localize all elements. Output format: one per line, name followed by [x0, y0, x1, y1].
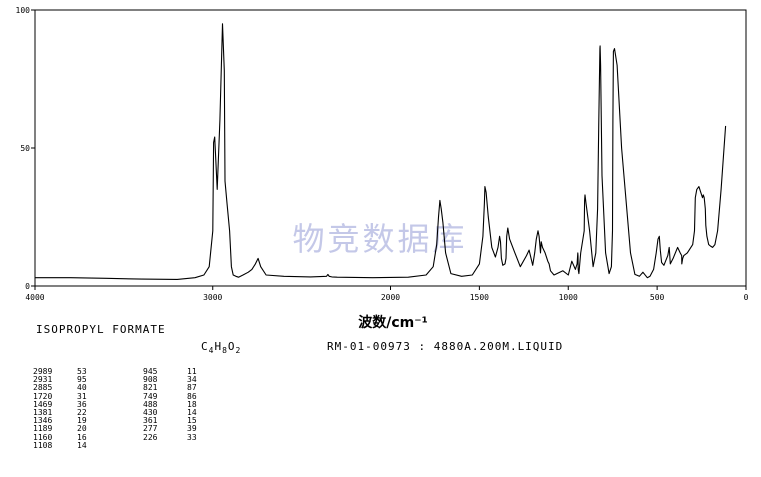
- peak-wavenumber: 908: [143, 375, 158, 385]
- peak-wavenumber: 1381: [33, 407, 53, 417]
- peak-transmittance: 19: [77, 416, 87, 426]
- formula-c: C: [201, 340, 209, 353]
- peak-transmittance: 40: [77, 383, 87, 393]
- x-tick-label: 500: [650, 293, 665, 302]
- x-axis-label: 波数/cm⁻¹: [358, 314, 428, 331]
- peak-wavenumber: 749: [143, 391, 158, 401]
- peak-row: 2989 53 945 11: [33, 367, 207, 376]
- peak-transmittance: 11: [187, 367, 197, 376]
- y-tick-label: 100: [16, 6, 31, 15]
- peak-wavenumber: 277: [143, 424, 158, 434]
- peak-wavenumber: 361: [143, 416, 158, 426]
- y-tick-label: 50: [20, 144, 30, 153]
- peak-transmittance: 86: [187, 391, 197, 401]
- peak-transmittance: 20: [77, 424, 87, 434]
- peak-wavenumber: 821: [143, 383, 158, 393]
- peak-transmittance: 14: [77, 440, 87, 450]
- peak-transmittance: 36: [77, 399, 87, 409]
- peak-wavenumber: 430: [143, 407, 158, 417]
- x-tick-label: 2000: [381, 293, 400, 302]
- peak-wavenumber: 1720: [33, 391, 53, 401]
- peak-table: 2989 53 945 11 2931 95 908 34 2885 40 821 87 1720 31 7…: [33, 367, 207, 450]
- peak-transmittance: 95: [77, 375, 87, 385]
- x-tick-label: 1000: [559, 293, 578, 302]
- peak-wavenumber: 1108: [33, 440, 53, 450]
- peak-transmittance: 53: [77, 367, 87, 376]
- peak-row: 1720 31 749 86: [33, 391, 207, 401]
- peak-row: 2931 95 908 34: [33, 375, 207, 385]
- formula-c-count: 4: [208, 346, 215, 356]
- peak-row: 1346 19 361 15: [33, 416, 207, 426]
- series-layer: [35, 23, 727, 280]
- peak-transmittance: 15: [187, 416, 197, 426]
- x-tick-label: 3000: [203, 293, 222, 302]
- peak-transmittance: 14: [187, 407, 197, 417]
- x-tick-label: 0: [744, 293, 749, 302]
- watermark: 物竞数据库: [292, 220, 467, 258]
- tick-labels: 4000 3000 2000 1500 1000 500 0 0 50 100: [16, 6, 749, 302]
- peak-transmittance: 87: [187, 383, 197, 393]
- formula-h: H: [214, 340, 223, 353]
- peak-wavenumber: 1189: [33, 424, 53, 434]
- sample-info: RM-01-00973 : 4880A.200M.LIQUID: [327, 340, 564, 353]
- peak-transmittance: 31: [77, 391, 87, 401]
- peak-transmittance: 34: [187, 375, 197, 385]
- formula-h-count: 8: [222, 346, 228, 356]
- peak-row: 1381 22 430 14: [33, 407, 207, 417]
- peak-wavenumber: 2931: [33, 375, 53, 385]
- peak-wavenumber: 2989: [33, 367, 53, 376]
- peak-wavenumber: 1469: [33, 399, 53, 409]
- peak-wavenumber: 226: [143, 432, 158, 442]
- peak-transmittance: 39: [187, 424, 197, 434]
- x-tick-label: 4000: [25, 293, 44, 302]
- peak-wavenumber: 945: [143, 367, 158, 376]
- peak-wavenumber: 2885: [33, 383, 53, 393]
- y-tick-label: 0: [25, 282, 30, 291]
- peak-row: 1108 14: [33, 440, 207, 450]
- plot-axes: [31, 9, 747, 290]
- peak-wavenumber: 488: [143, 399, 158, 409]
- formula-o: O: [227, 340, 236, 353]
- peak-wavenumber: 1160: [33, 432, 53, 442]
- x-tick-label: 1500: [470, 293, 489, 302]
- peak-row: 1160 16 226 33: [33, 432, 207, 442]
- formula-o-count: 2: [235, 346, 242, 356]
- molecular-formula: C4H8O2: [201, 340, 241, 355]
- peak-transmittance: 22: [77, 407, 87, 417]
- compound-name: ISOPROPYL FORMATE: [36, 323, 166, 336]
- peak-transmittance: 18: [187, 399, 197, 409]
- peak-transmittance: 16: [77, 432, 87, 442]
- peak-row: 2885 40 821 87: [33, 384, 207, 392]
- peak-wavenumber: 1346: [33, 416, 53, 426]
- peak-transmittance: 33: [187, 432, 197, 442]
- spectrum-line: [35, 23, 727, 280]
- peak-row: 1469 36 488 18: [33, 399, 207, 409]
- peak-row: 1189 20 277 39: [33, 425, 207, 433]
